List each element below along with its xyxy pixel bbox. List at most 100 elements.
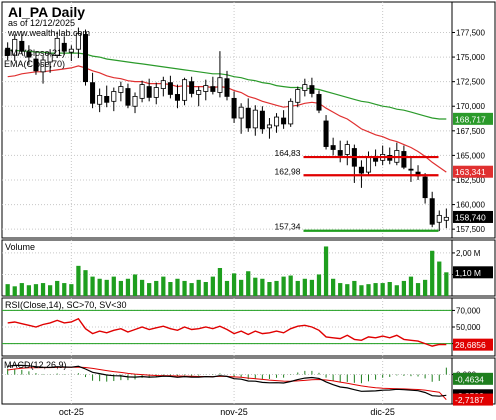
rsi-label: RSI(Close,14), SC>70, SV<30 [5, 300, 127, 310]
volume-bar [196, 279, 201, 296]
candle-body [132, 96, 138, 107]
volume-bar [366, 284, 371, 296]
tick-label: 2,00 M [456, 249, 481, 258]
macd-plot-area [1, 357, 453, 405]
candle-body [238, 106, 244, 119]
volume-bar [401, 280, 407, 296]
x-axis-label: dic-25 [370, 407, 395, 417]
candle-body [139, 84, 145, 99]
candle-body [281, 117, 287, 125]
last-value-label: 1,10 M [455, 268, 481, 278]
volume-bar [97, 278, 102, 296]
candle-body [323, 120, 329, 147]
candle-body [111, 91, 117, 102]
candle-body [295, 89, 301, 103]
candle-body [245, 107, 251, 129]
volume-bar [168, 282, 173, 296]
candle-body [288, 100, 294, 125]
volume-bar [387, 282, 392, 296]
candle-body [160, 80, 166, 89]
candle-body [429, 198, 435, 225]
volume-bar [288, 275, 293, 296]
candle-body [358, 166, 364, 174]
chart-title: AI_PA Daily [8, 4, 85, 20]
macd-label: MACD(12,26,9) [4, 360, 67, 370]
volume-bar [175, 278, 180, 296]
tick-label: 170,000 [456, 102, 485, 111]
candle-body [12, 38, 18, 56]
candle-body [210, 86, 216, 92]
volume-bar [104, 279, 109, 296]
volume-bar [345, 284, 350, 296]
volume-bar [394, 285, 399, 296]
volume-bar [253, 277, 258, 296]
candle-body [401, 151, 407, 168]
volume-bar [260, 278, 265, 296]
last-value-tag [453, 372, 493, 385]
candle-body [61, 42, 67, 52]
candle-body [266, 124, 272, 129]
candle-body [174, 94, 180, 101]
tick-label: 167,500 [456, 127, 485, 136]
volume-bar [26, 285, 32, 296]
candle-body [436, 214, 442, 223]
price-panel: 177,500 175,000 172,500 170,000 167,500 165,0… [1, 1, 496, 256]
volume-bar [352, 280, 357, 296]
candle-body [443, 216, 449, 221]
volume-bar [295, 280, 300, 296]
candle-body [97, 95, 103, 105]
tick-label: 50,000 [456, 323, 481, 332]
volume-bar [380, 283, 385, 296]
volume-bar [76, 265, 81, 296]
candle-body [365, 155, 372, 173]
candle-body [422, 176, 428, 199]
tick-label: 162,500 [456, 176, 485, 185]
volume-bar [47, 285, 53, 296]
candle-body [90, 82, 96, 104]
tick-label: 175,000 [456, 53, 485, 62]
candle-body [167, 82, 173, 95]
last-value-label: 168,717 [455, 114, 486, 124]
candle-body [82, 34, 89, 83]
candle-body [259, 110, 265, 130]
tick-label: 157,500 [456, 225, 485, 234]
macd-panel: 0,000MACD(12,26,9)-0,4634-2,2533-2,7187 [1, 357, 496, 406]
level-label: 157,34 [275, 222, 301, 232]
volume-bar [132, 274, 138, 296]
last-value-label: -2,7187 [455, 395, 484, 405]
volume-bar [118, 280, 123, 296]
volume-bar [408, 276, 414, 296]
candle-body [224, 78, 230, 97]
volume-bar [12, 286, 17, 296]
volume-bar [19, 283, 24, 296]
last-value-label: 163,341 [455, 167, 486, 177]
last-value-tag [453, 393, 493, 406]
candle-body [47, 53, 53, 63]
candle-body [196, 90, 202, 95]
tick-label: 160,000 [456, 201, 485, 210]
volume-label: Volume [5, 242, 35, 252]
candle-body [5, 47, 11, 56]
tick-label: 172,500 [456, 78, 485, 87]
last-value-tag [453, 338, 493, 351]
volume-bar [161, 276, 166, 296]
candle-body [337, 150, 343, 156]
volume-bar [309, 279, 315, 296]
last-value-tag [453, 266, 493, 279]
volume-bar [55, 280, 60, 296]
candle-body [217, 77, 223, 93]
candle-body [118, 86, 124, 93]
volume-bar [430, 250, 435, 296]
tick-label: 70,000 [456, 306, 481, 315]
volume-bar [437, 261, 442, 296]
volume-bar [373, 283, 378, 296]
volume-bar [125, 278, 131, 296]
volume-bar [40, 283, 46, 296]
candle-body [153, 87, 159, 98]
volume-bar [302, 278, 307, 296]
candle-body [302, 84, 308, 91]
volume-bar [5, 284, 10, 296]
candle-body [104, 96, 110, 103]
